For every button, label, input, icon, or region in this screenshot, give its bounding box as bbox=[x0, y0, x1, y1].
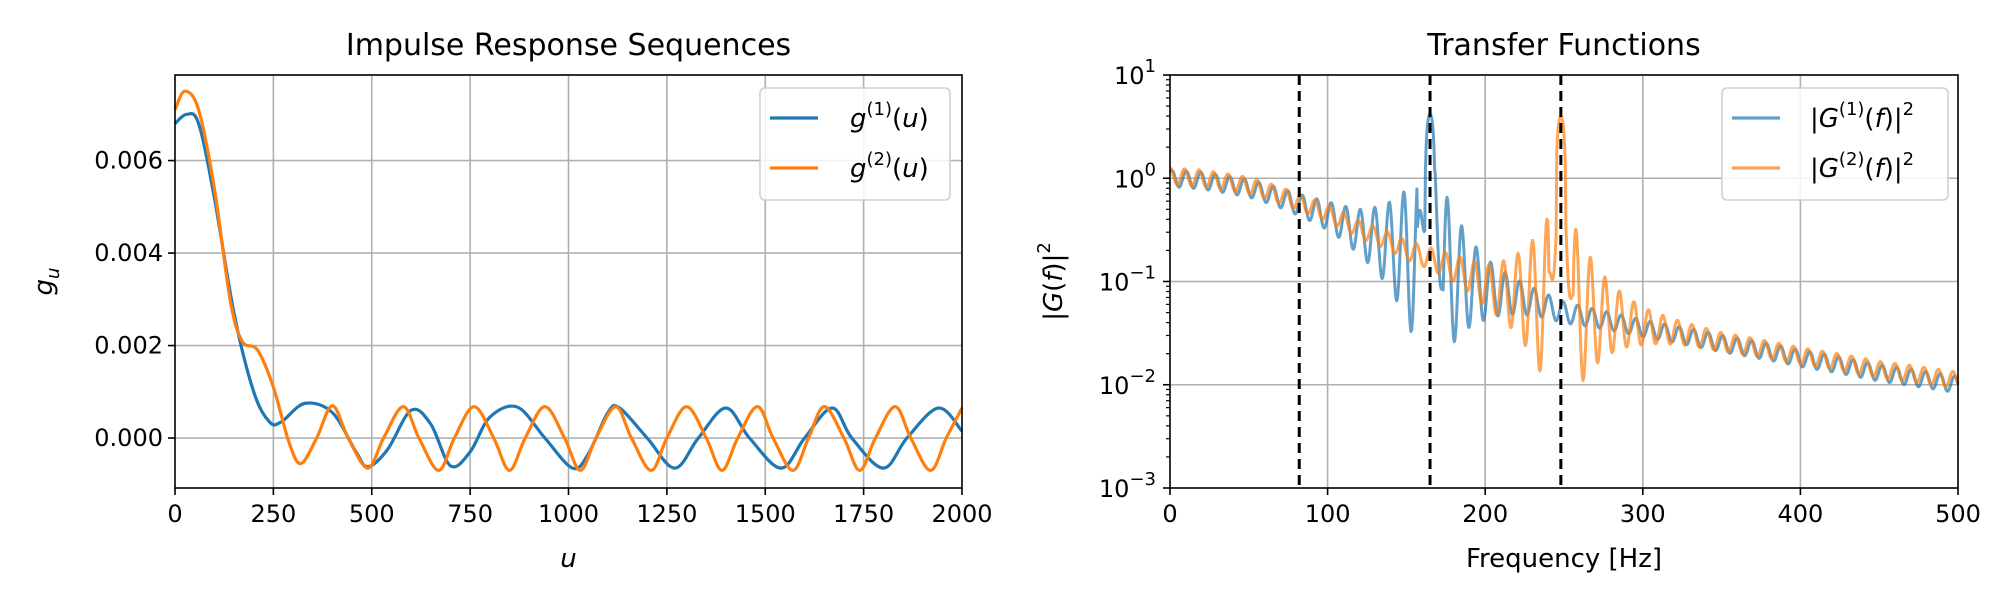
transfer-function-chart: Transfer Functions 0 100 200 300 400 500 101 10… bbox=[1034, 28, 1981, 574]
left-series-line-1 bbox=[173, 111, 964, 471]
right-legend: |G(1)(f)|2 |G(2)(f)|2 bbox=[1721, 87, 1949, 201]
right-x-axis-label: Frequency [Hz] bbox=[1466, 544, 1662, 574]
left-y-axis-label: gu bbox=[29, 268, 64, 296]
right-chart-title: Transfer Functions bbox=[1426, 28, 1700, 63]
left-x-tick-label: 1000 bbox=[538, 500, 599, 528]
right-y-tick-label: 10−1 bbox=[1099, 263, 1156, 297]
left-x-tick-label: 250 bbox=[250, 500, 296, 528]
impulse-response-chart: Impulse Response Sequences 0 250 500 750 100… bbox=[29, 28, 993, 574]
right-legend-label: |G(1)(f)|2 bbox=[1810, 99, 1914, 134]
right-legend-label: |G(2)(f)|2 bbox=[1810, 149, 1914, 184]
left-legend-box bbox=[759, 87, 951, 201]
right-legend-box bbox=[1721, 87, 1949, 201]
right-series-line-2 bbox=[1169, 114, 1960, 389]
right-y-tick-label: 10−2 bbox=[1099, 366, 1156, 400]
right-y-axis-label: |G(f)|2 bbox=[1034, 242, 1069, 321]
right-x-tick-label: 500 bbox=[1935, 500, 1981, 528]
left-x-tick-label: 1500 bbox=[735, 500, 796, 528]
left-y-tick-label: 0.004 bbox=[94, 239, 163, 267]
right-series-group bbox=[1168, 112, 1960, 393]
left-x-tick-label: 1250 bbox=[636, 500, 697, 528]
left-x-tick-label: 500 bbox=[349, 500, 395, 528]
right-y-tick-label: 100 bbox=[1114, 159, 1156, 193]
right-x-tick-label: 200 bbox=[1462, 500, 1508, 528]
left-y-tick-label: 0.000 bbox=[94, 424, 163, 452]
left-x-axis-label: u bbox=[560, 544, 576, 574]
left-y-tick-label: 0.006 bbox=[94, 147, 163, 175]
right-y-tick-label: 10−3 bbox=[1099, 469, 1156, 503]
left-chart-title: Impulse Response Sequences bbox=[346, 28, 791, 63]
left-x-tick-label: 2000 bbox=[931, 500, 992, 528]
right-x-tick-label: 300 bbox=[1620, 500, 1666, 528]
left-x-tick-label: 0 bbox=[167, 500, 182, 528]
left-legend-label: g(1)(u) bbox=[850, 99, 929, 134]
left-series-group bbox=[173, 89, 964, 473]
right-ticks: 0 100 200 300 400 500 101 100 10−1 10−2 10−3 bbox=[1099, 56, 1981, 528]
right-x-tick-label: 100 bbox=[1305, 500, 1351, 528]
left-x-tick-label: 1750 bbox=[833, 500, 894, 528]
right-x-tick-label: 400 bbox=[1777, 500, 1823, 528]
right-vertical-markers bbox=[1297, 75, 1563, 488]
left-series-line-2 bbox=[173, 89, 964, 473]
left-y-tick-label: 0.002 bbox=[94, 332, 163, 360]
left-legend: g(1)(u) g(2)(u) bbox=[759, 87, 951, 201]
left-legend-label: g(2)(u) bbox=[850, 149, 929, 184]
right-x-tick-label: 0 bbox=[1162, 500, 1177, 528]
left-ticks: 0 250 500 750 1000 1250 1500 1750 2000 0.000 0.002… bbox=[94, 147, 992, 528]
left-x-tick-label: 750 bbox=[447, 500, 493, 528]
right-y-tick-label: 101 bbox=[1114, 56, 1156, 90]
